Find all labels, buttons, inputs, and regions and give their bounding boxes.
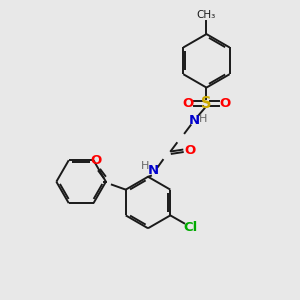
Text: N: N — [189, 114, 200, 127]
Text: Cl: Cl — [183, 221, 197, 234]
Text: H: H — [141, 161, 149, 171]
Text: N: N — [147, 164, 158, 177]
Text: CH₃: CH₃ — [197, 10, 216, 20]
Text: O: O — [184, 145, 195, 158]
Text: O: O — [182, 97, 193, 110]
Text: S: S — [201, 96, 212, 111]
Text: O: O — [90, 154, 102, 167]
Text: H: H — [199, 114, 208, 124]
Text: O: O — [220, 97, 231, 110]
